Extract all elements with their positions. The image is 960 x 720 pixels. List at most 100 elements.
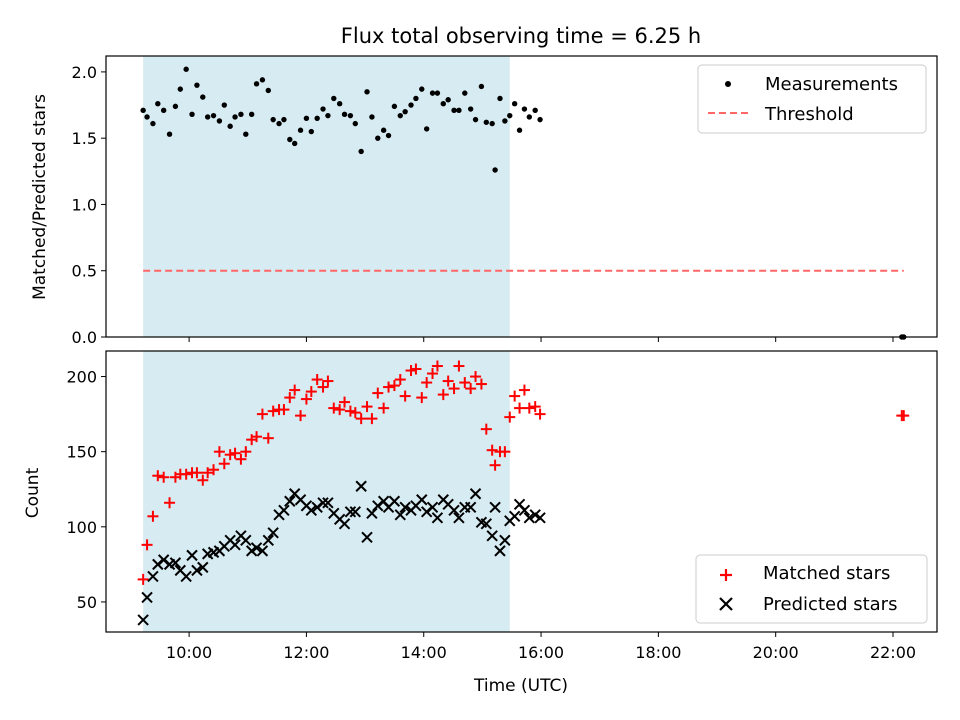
matched-stars-point — [416, 392, 428, 404]
matched-stars-point — [421, 377, 433, 389]
measurement-point — [423, 126, 430, 132]
measurement-point — [483, 119, 490, 125]
matched-stars-point — [300, 393, 312, 405]
measurement-point — [204, 114, 211, 120]
legend-predicted-marker — [719, 597, 733, 611]
count-legend-box — [695, 554, 928, 624]
ratio-legend-box — [697, 64, 927, 134]
y-tick-label: 0.5 — [72, 262, 97, 281]
matched-stars-point — [898, 410, 910, 422]
matched-stars-point — [197, 474, 209, 486]
matched-stars-point — [529, 401, 541, 413]
measurement-point — [248, 111, 255, 118]
matched-stars-point — [480, 423, 492, 435]
predicted-stars-point — [494, 545, 506, 557]
predicted-stars-point — [229, 539, 241, 551]
predicted-stars-point — [399, 501, 411, 513]
matched-stars-point — [442, 375, 454, 387]
predicted-stars-point — [317, 497, 329, 509]
ratio-y-axis-label: Matched/Predicted stars — [30, 94, 50, 300]
measurement-point — [478, 83, 485, 90]
predicted-stars-point — [147, 570, 159, 583]
measurement-point — [160, 107, 167, 114]
predicted-stars-point — [338, 518, 351, 530]
matched-stars-point — [229, 447, 241, 459]
measurement-point — [380, 127, 387, 133]
measurement-point — [265, 87, 271, 94]
matched-stars-point — [534, 408, 546, 420]
predicted-stars-point — [250, 542, 263, 554]
measurement-point — [502, 118, 508, 124]
predicted-stars-point — [186, 549, 198, 562]
matched-stars-point — [349, 407, 361, 419]
predicted-stars-point — [486, 530, 498, 542]
count-plot-area — [137, 360, 910, 626]
measurement-point — [243, 131, 249, 137]
measurement-point — [183, 66, 189, 72]
matched-stars-point — [410, 363, 422, 375]
predicted-stars-point — [453, 512, 465, 524]
count-y-ticks: 50 100 150 200 — [66, 368, 106, 612]
predicted-stars-point — [518, 504, 531, 516]
predicted-stars-point — [464, 501, 477, 513]
predicted-stars-point — [416, 494, 428, 506]
measurement-point — [314, 115, 320, 121]
chart-title: Flux total observing time = 6.25 h — [341, 24, 701, 48]
measurement-point — [537, 116, 543, 123]
predicted-stars-point — [305, 504, 318, 516]
predicted-stars-point — [508, 510, 521, 523]
matched-stars-point — [475, 378, 487, 390]
measurement-point — [210, 112, 217, 119]
matched-stars-point — [470, 371, 482, 383]
matched-stars-point — [322, 375, 334, 387]
count-shaded-span — [143, 351, 510, 632]
matched-stars-point — [235, 453, 247, 465]
measurement-point — [402, 108, 408, 115]
matched-stars-point — [158, 471, 170, 483]
matched-stars-point — [202, 467, 214, 479]
predicted-stars-point — [284, 495, 296, 507]
measurement-point — [352, 120, 358, 127]
predicted-stars-point — [448, 504, 460, 516]
y-tick-label: 0.0 — [72, 328, 97, 347]
measurement-point — [462, 90, 468, 96]
x-tick-label: 18:00 — [635, 643, 681, 662]
matched-stars-point — [251, 431, 263, 443]
predicted-stars-point — [267, 527, 279, 539]
matched-stars-point — [191, 467, 203, 479]
measurement-point — [194, 82, 200, 88]
matched-stars-point — [317, 381, 329, 393]
predicted-stars-point — [180, 570, 192, 583]
measurement-point — [297, 127, 304, 133]
ratio-x-ticks — [188, 337, 894, 342]
y-tick-label: 1.5 — [72, 129, 97, 148]
measurement-point — [259, 77, 266, 83]
predicted-stars-point — [366, 507, 378, 519]
matched-stars-point — [334, 404, 346, 416]
matched-stars-point — [431, 360, 443, 372]
legend-measurements-marker — [725, 81, 731, 87]
matched-stars-point — [218, 458, 230, 470]
predicted-stars-point — [197, 561, 209, 574]
matched-stars-point — [486, 444, 498, 456]
measurement-point — [408, 102, 414, 108]
measurement-point — [391, 103, 398, 110]
measurement-point — [155, 101, 161, 107]
predicted-stars-point — [137, 614, 149, 626]
matched-stars-point — [518, 384, 530, 396]
measurement-point — [336, 101, 343, 107]
x-tick-label: 14:00 — [401, 643, 447, 662]
measurement-point — [253, 81, 260, 87]
matched-stars-point — [453, 360, 465, 372]
measurement-point — [521, 106, 528, 112]
matched-stars-point — [147, 510, 159, 522]
measurement-point — [276, 120, 282, 127]
measurement-point — [189, 111, 195, 118]
matched-stars-point — [289, 384, 301, 396]
y-tick-label: 150 — [66, 443, 97, 462]
measurement-point — [325, 112, 331, 119]
measurement-point — [166, 131, 173, 137]
predicted-stars-point — [191, 564, 203, 577]
legend-measurements-label: Measurements — [765, 74, 898, 95]
